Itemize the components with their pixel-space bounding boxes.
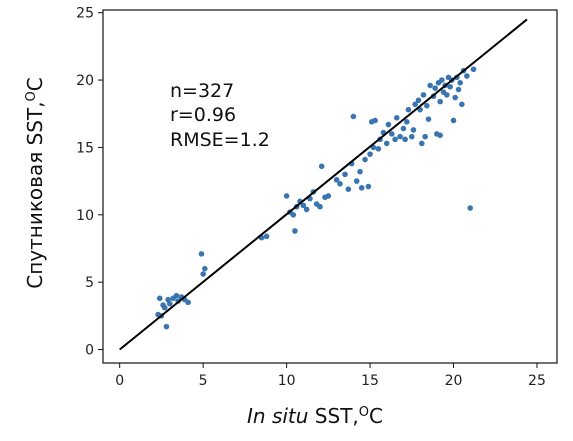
data-point [408,133,415,140]
data-point [403,119,410,125]
data-point [464,73,470,79]
data-point [452,94,458,101]
data-point [470,66,477,73]
data-point [292,228,298,234]
y-tick-label: 25 [76,6,94,22]
y-axis-ticks: 0 5 10 15 20 25 [76,6,103,359]
x-tick-label: 25 [528,373,546,389]
y-axis-title: Спутниковая SST,OC [23,77,47,289]
data-point [161,304,168,311]
x-tick-label: 15 [361,373,379,389]
data-point [290,211,297,218]
x-tick-label: 20 [445,373,463,389]
data-point [392,136,398,143]
data-point [415,97,422,104]
data-point [303,206,310,213]
fit-line [119,18,528,351]
x-axis-ticks: 0 5 10 15 20 25 [115,363,546,389]
x-axis-title-unit: C [369,404,383,428]
data-point [333,176,340,183]
data-point [283,193,290,199]
data-point [457,79,463,86]
data-point [388,131,395,137]
stats-annotation: n=327 r=0.96 RMSE=1.2 [170,80,270,151]
data-point [383,140,390,147]
data-point [163,323,170,330]
data-point [367,151,373,157]
data-point [420,92,427,98]
data-point [455,86,462,93]
stat-n: n=327 [170,80,234,102]
data-point [185,299,191,306]
data-point [166,300,173,307]
data-point [397,133,403,140]
data-point [447,83,453,90]
data-point [173,292,180,299]
data-point [427,82,433,89]
data-point [450,117,457,124]
y-axis-title-unit: C [23,77,47,91]
data-point [437,98,443,105]
data-point [393,114,400,121]
y-tick-label: 5 [85,275,94,291]
x-axis-title-rest: SST, [308,404,358,428]
data-point [365,183,372,190]
y-tick-label: 15 [76,140,94,156]
x-tick-label: 5 [199,373,208,389]
y-tick-label: 0 [85,343,94,359]
x-axis-title-italic: In situ [247,404,308,428]
stat-rmse: RMSE=1.2 [170,129,270,151]
data-point [405,106,412,113]
x-tick-label: 10 [278,373,296,389]
plot-area [102,9,558,364]
data-point [459,101,465,108]
y-tick-label: 10 [76,208,94,224]
x-axis-title: In situ SST,OC [247,404,383,428]
stat-r: r=0.96 [170,104,236,126]
data-point [263,233,270,240]
data-point [337,181,343,187]
x-axis-title-sup: O [359,405,369,420]
data-point [317,203,323,210]
data-point [444,92,450,98]
data-point [156,295,163,302]
data-point [425,116,432,122]
data-point [358,185,365,191]
data-point [422,133,428,140]
plot-frame [102,9,558,364]
data-point [357,168,363,175]
data-point [385,121,392,128]
data-point [200,271,206,277]
data-point [402,136,408,143]
data-point [198,251,205,257]
data-point [350,113,357,120]
data-point [437,132,443,139]
data-point [419,140,425,147]
data-point [362,156,368,163]
data-point [325,193,332,199]
y-axis-title-text: Спутниковая SST, [23,101,47,288]
data-point [318,163,325,170]
data-point [410,127,417,133]
data-point [412,101,418,108]
y-tick-label: 20 [76,73,94,89]
data-point [342,171,348,178]
x-tick-label: 0 [115,373,124,389]
data-point [467,205,474,211]
data-point [345,186,352,192]
data-point [432,85,438,91]
y-axis-title-sup: O [24,91,39,101]
data-point [202,265,208,272]
data-point [375,145,382,152]
data-point [300,202,307,209]
data-point [400,125,407,132]
data-point [353,178,360,184]
data-point [372,117,378,124]
data-point [424,102,430,109]
data-point [439,77,445,83]
